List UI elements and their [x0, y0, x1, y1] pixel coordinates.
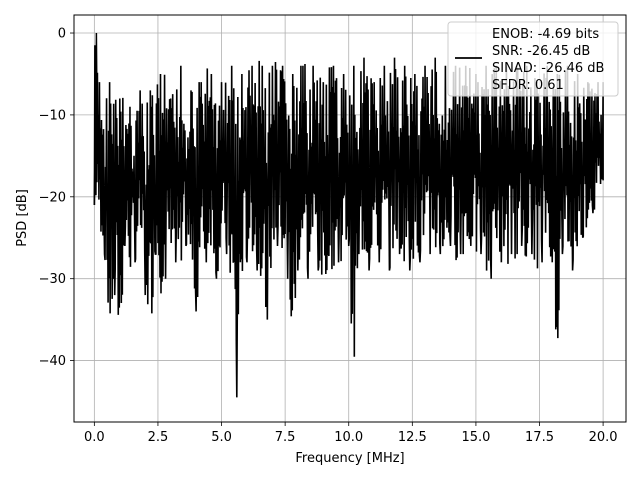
legend-box	[447, 21, 619, 97]
x-tick-label: 10.0	[334, 430, 363, 445]
x-axis-ticks: 0.0 2.5 5.0 7.5 10.0 12.5 15.0 17.5 20.0	[84, 422, 618, 445]
legend: ENOB: -4.69 bits SNR: -26.45 dB SINAD: -…	[447, 21, 619, 97]
y-tick-label: −10	[39, 108, 66, 123]
x-tick-label: 12.5	[398, 430, 427, 445]
y-tick-label: −40	[39, 354, 66, 369]
x-tick-label: 15.0	[461, 430, 490, 445]
series-layer	[93, 33, 604, 398]
x-tick-label: 0.0	[84, 430, 105, 445]
x-tick-label: 17.5	[525, 430, 554, 445]
psd-series-line	[93, 57, 604, 398]
y-tick-label: −20	[39, 190, 66, 205]
y-axis-ticks: 0 −10 −20 −30 −40	[39, 27, 74, 369]
x-axis-label: Frequency [MHz]	[295, 451, 404, 466]
y-axis-label: PSD [dB]	[15, 189, 30, 247]
x-tick-label: 20.0	[589, 430, 618, 445]
y-tick-label: 0	[58, 27, 66, 42]
legend-line-sinad: SINAD: -26.46 dB	[492, 61, 604, 76]
legend-line-enob: ENOB: -4.69 bits	[492, 27, 599, 42]
x-tick-label: 5.0	[211, 430, 232, 445]
legend-line-snr: SNR: -26.45 dB	[492, 44, 590, 59]
plot-frame	[73, 14, 627, 423]
y-tick-label: −30	[39, 272, 66, 287]
x-tick-label: 7.5	[275, 430, 296, 445]
legend-line-sfdr: SFDR: 0.61	[492, 78, 564, 93]
x-tick-label: 2.5	[148, 430, 169, 445]
